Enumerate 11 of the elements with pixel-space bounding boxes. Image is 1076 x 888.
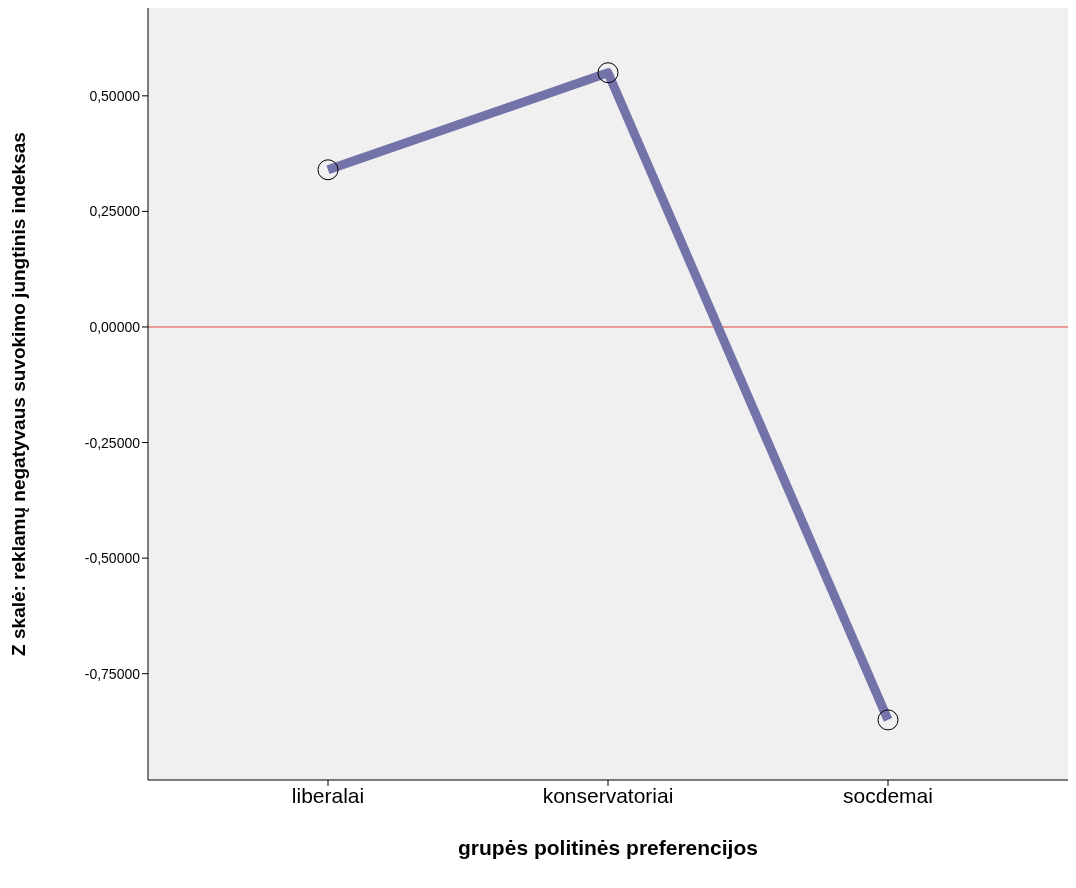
x-axis-title: grupės politinės preferencijos — [458, 836, 758, 859]
x-tick-label: konservatoriai — [542, 783, 674, 807]
y-tick-label: 0,50000 — [89, 87, 141, 104]
y-axis-title: Z skalė: reklamų negatyvaus suvokimo jungtinis indeksas — [7, 132, 29, 656]
y-tick-label: 0,25000 — [89, 203, 141, 220]
y-tick-label: -0,75000 — [84, 665, 141, 682]
y-tick-label: -0,25000 — [84, 434, 141, 451]
x-tick-label: liberalai — [291, 783, 365, 807]
y-tick-label: 0,00000 — [89, 318, 141, 335]
x-tick-label: socdemai — [843, 783, 933, 807]
y-tick-label: -0,50000 — [84, 550, 141, 567]
